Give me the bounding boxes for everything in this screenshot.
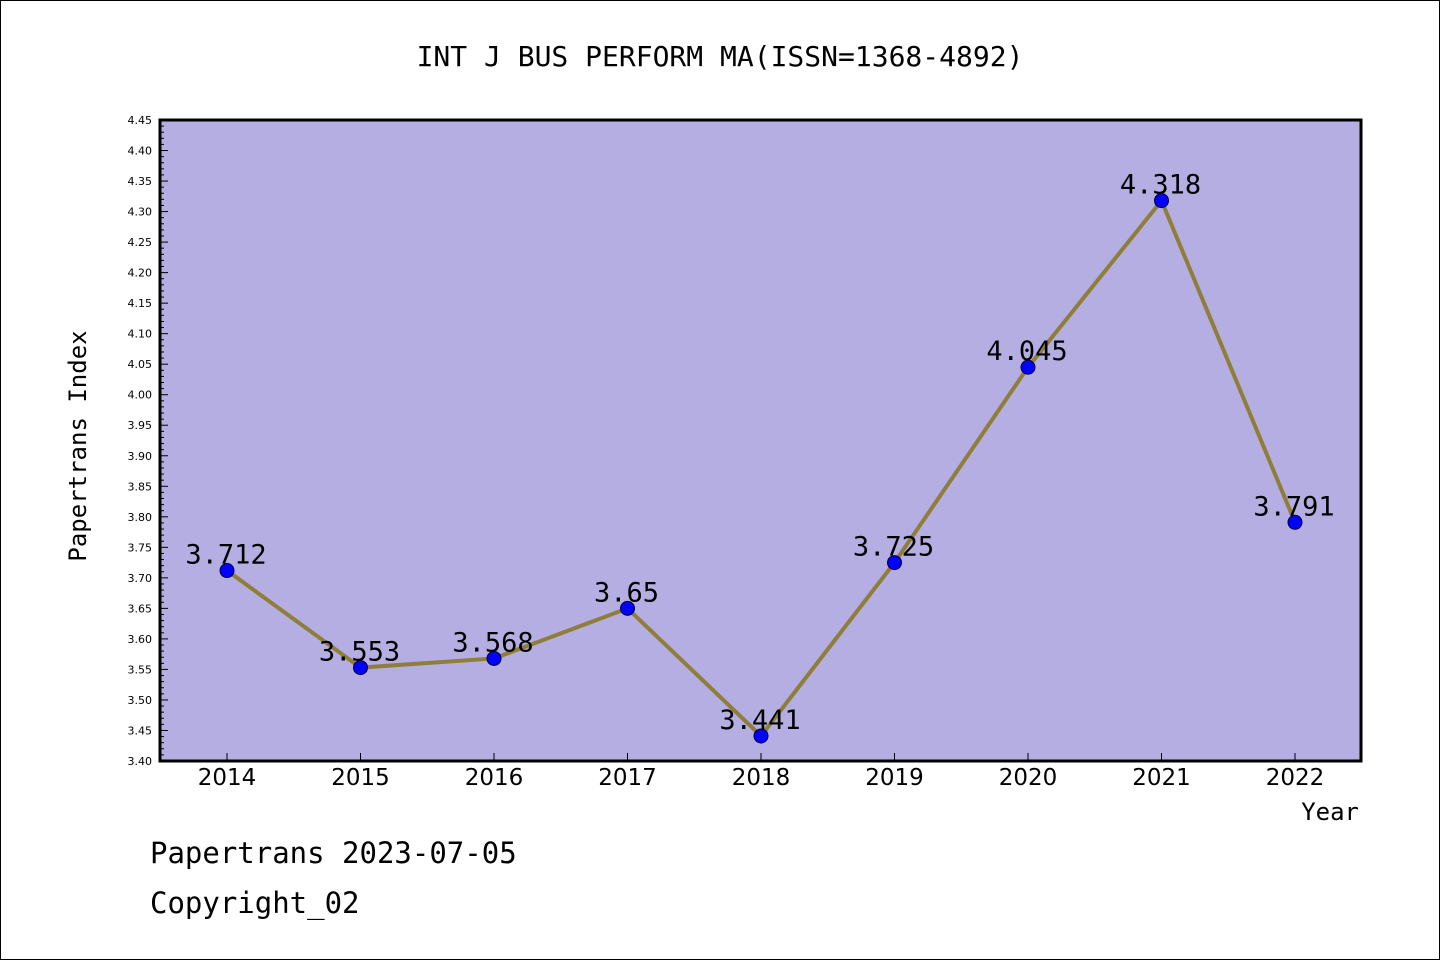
y-tick-label: 4.20: [128, 267, 153, 280]
x-tick-label: 2019: [865, 765, 924, 791]
x-tick-label: 2014: [198, 765, 257, 791]
data-point: [1154, 193, 1169, 209]
y-tick-label: 4.35: [128, 175, 153, 188]
x-axis-label: Year: [1301, 798, 1359, 826]
y-tick-label: 3.65: [128, 602, 153, 615]
data-labels: 3.712 3.553 3.568 3.65 3.441 3.725 4.045 4.318 3…: [185, 170, 1334, 736]
y-tick-label: 3.75: [128, 541, 153, 554]
y-tick-label: 3.90: [128, 450, 153, 463]
y-tick-label: 3.40: [128, 755, 153, 768]
y-tick-label: 3.45: [128, 724, 153, 737]
data-point: [219, 563, 235, 579]
data-point: [486, 650, 502, 666]
y-axis-label: Papertrans Index: [64, 330, 92, 561]
y-tick-label: 3.95: [128, 419, 153, 432]
x-tick-label: 2016: [465, 765, 524, 791]
data-label: 3.553: [319, 637, 400, 668]
y-tick-label: 3.70: [128, 572, 153, 585]
x-axis-ticks: 2014 2015 2016 2017 2018 2019 2020 2021 2022: [198, 753, 1325, 791]
y-tick-label: 3.80: [128, 511, 153, 524]
data-point: [1020, 359, 1036, 375]
y-tick-label: 3.60: [128, 633, 153, 646]
footer-date: Papertrans 2023-07-05: [150, 836, 517, 870]
data-point: [753, 728, 769, 744]
footer-copyright: Copyright_02: [150, 886, 360, 921]
y-tick-label: 4.05: [128, 358, 153, 371]
x-tick-label: 2021: [1132, 765, 1191, 791]
data-label: 3.725: [853, 532, 934, 563]
x-tick-label: 2015: [331, 765, 390, 791]
data-label: 4.318: [1120, 170, 1201, 201]
data-label: 3.568: [452, 627, 533, 658]
x-tick-label: 2020: [999, 765, 1058, 791]
y-tick-label: 4.15: [128, 297, 153, 310]
y-tick-label: 3.50: [128, 694, 153, 707]
y-tick-label: 3.85: [128, 480, 153, 493]
data-label: 3.65: [594, 577, 659, 608]
y-tick-label: 4.25: [128, 236, 153, 249]
data-point: [887, 555, 902, 571]
x-tick-label: 2022: [1266, 765, 1325, 791]
y-tick-label: 4.45: [128, 114, 153, 127]
series-markers: [219, 193, 1303, 744]
data-label: 3.441: [719, 705, 800, 736]
y-axis-ticks: 3.40 3.45 3.50 3.55 3.60 3.65 3.70 3.75 3.80 3.85…: [128, 114, 168, 768]
data-point: [353, 660, 368, 676]
data-label: 4.045: [986, 336, 1067, 367]
chart-title: INT J BUS PERFORM MA(ISSN=1368-4892): [417, 40, 1024, 73]
x-tick-label: 2017: [598, 765, 657, 791]
y-tick-label: 4.10: [128, 328, 153, 341]
data-point: [620, 600, 635, 616]
x-tick-label: 2018: [732, 765, 791, 791]
y-tick-label: 4.30: [128, 206, 153, 219]
y-tick-label: 4.00: [128, 389, 153, 402]
y-tick-label: 4.40: [128, 145, 153, 158]
plot-area: [158, 118, 1363, 763]
y-tick-label: 3.55: [128, 663, 153, 676]
data-point: [1287, 514, 1303, 530]
data-label: 3.791: [1253, 491, 1334, 522]
data-label: 3.712: [185, 540, 266, 571]
